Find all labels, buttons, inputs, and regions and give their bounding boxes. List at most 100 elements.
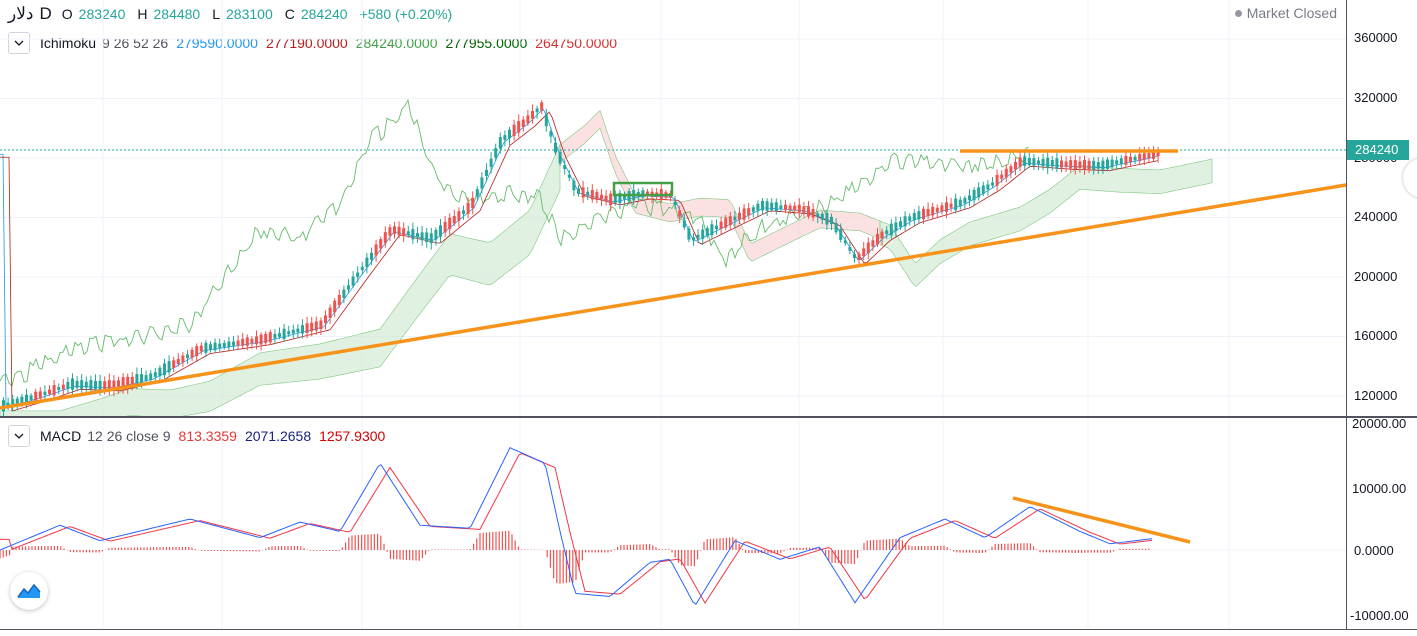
candle-body	[1083, 159, 1086, 170]
candle-body	[1027, 157, 1031, 166]
macd-collapse-button[interactable]	[8, 425, 30, 447]
candle-body	[508, 129, 511, 139]
candle-body	[963, 197, 967, 204]
candle-body	[503, 135, 507, 140]
macd-axis-label: 20000.00	[1352, 416, 1407, 431]
macd-axis-label: -10000.00	[1350, 608, 1409, 623]
candle-body	[733, 216, 737, 221]
candle-body	[1129, 156, 1132, 163]
candle-body	[1110, 159, 1114, 167]
candle-body	[89, 379, 93, 390]
macd-signal-line	[0, 453, 1153, 604]
candle-body	[931, 206, 935, 216]
candle-body	[613, 194, 617, 203]
candle-body	[894, 222, 898, 232]
candle-body	[485, 169, 488, 176]
candle-body	[540, 102, 544, 111]
candle-body	[968, 195, 971, 201]
interval-label[interactable]: D	[39, 4, 52, 23]
candle-body	[912, 213, 916, 221]
candle-body	[498, 137, 502, 149]
price-chart[interactable]	[0, 0, 1346, 416]
candle-body	[480, 177, 484, 189]
candle-body	[416, 233, 419, 238]
candle-body	[673, 201, 677, 206]
candle-body	[176, 358, 180, 365]
candle-body	[25, 394, 28, 404]
candle-body	[305, 323, 309, 334]
high-value: 284480	[153, 6, 201, 22]
pane-separator[interactable]	[0, 416, 1417, 418]
candle-body	[1087, 160, 1091, 170]
ichimoku-collapse-button[interactable]	[8, 32, 30, 54]
macd-params: 12 26 close 9	[87, 428, 171, 444]
candle-body	[443, 221, 447, 233]
candle-body	[434, 229, 438, 240]
candle-body	[255, 336, 258, 345]
candle-body	[264, 333, 268, 344]
candle-body	[1106, 159, 1109, 169]
symbol-name[interactable]: دلار	[8, 4, 34, 23]
candle-body	[604, 195, 608, 201]
candle-body	[66, 381, 70, 389]
candle-body	[903, 216, 907, 227]
candle-body	[20, 396, 24, 404]
candle-body	[48, 389, 51, 395]
tradingview-logo[interactable]	[10, 572, 48, 610]
candle-body	[774, 202, 778, 212]
candle-body	[535, 108, 539, 113]
symbol-legend: دلار D O 283240 H 284480 L 283100 C 284240 +…	[8, 4, 458, 24]
low-label: L	[212, 6, 221, 22]
candle-body	[701, 229, 705, 239]
price-axis-label: 320000	[1354, 90, 1398, 105]
candle-body	[379, 239, 383, 249]
candle-body	[1055, 158, 1059, 169]
candle-body	[682, 220, 686, 228]
candle-body	[820, 213, 824, 220]
candle-body	[1000, 174, 1004, 179]
candle-body	[11, 399, 15, 408]
candle-body	[899, 221, 902, 227]
candle-body	[61, 384, 65, 390]
candle-body	[678, 210, 682, 217]
candle-body	[590, 190, 594, 200]
time-axis-border	[0, 629, 1417, 630]
candle-body	[126, 376, 130, 388]
price-axis-label: 360000	[1354, 30, 1398, 45]
candle-body	[802, 206, 806, 213]
candle-body	[710, 224, 714, 236]
candle-body	[940, 205, 944, 212]
macd-chart[interactable]	[0, 418, 1346, 630]
candle-body	[1096, 162, 1100, 169]
price-axis-label: 120000	[1354, 388, 1398, 403]
candle-body	[38, 391, 42, 399]
candle-body	[291, 329, 295, 334]
candle-body	[448, 217, 452, 230]
candle-body	[351, 276, 355, 286]
candle-body	[512, 124, 516, 137]
candle-body	[209, 344, 212, 350]
candle-body	[1018, 157, 1022, 167]
market-status: Market Closed	[1234, 5, 1337, 21]
candle-body	[549, 131, 553, 137]
candle-body	[954, 198, 958, 211]
candle-body	[204, 342, 208, 353]
candle-body	[232, 341, 235, 346]
candle-body	[692, 237, 695, 241]
kumo-cloud-bullish	[0, 144, 561, 416]
candle-body	[112, 380, 116, 390]
candle-body	[945, 202, 948, 212]
ichimoku-lagging-span	[0, 98, 1030, 387]
candle-body	[425, 232, 429, 243]
support-trendline	[0, 183, 1346, 410]
candle-body	[908, 216, 912, 221]
candle-body	[1004, 168, 1008, 178]
candle-body	[544, 114, 548, 127]
candle-body	[719, 221, 723, 229]
macd-name[interactable]: MACD	[40, 428, 82, 444]
candle-body	[439, 225, 442, 237]
consolidation-box	[612, 181, 674, 197]
candle-body	[190, 349, 194, 358]
candle-body	[830, 216, 833, 225]
scroll-handle[interactable]	[1403, 158, 1417, 198]
